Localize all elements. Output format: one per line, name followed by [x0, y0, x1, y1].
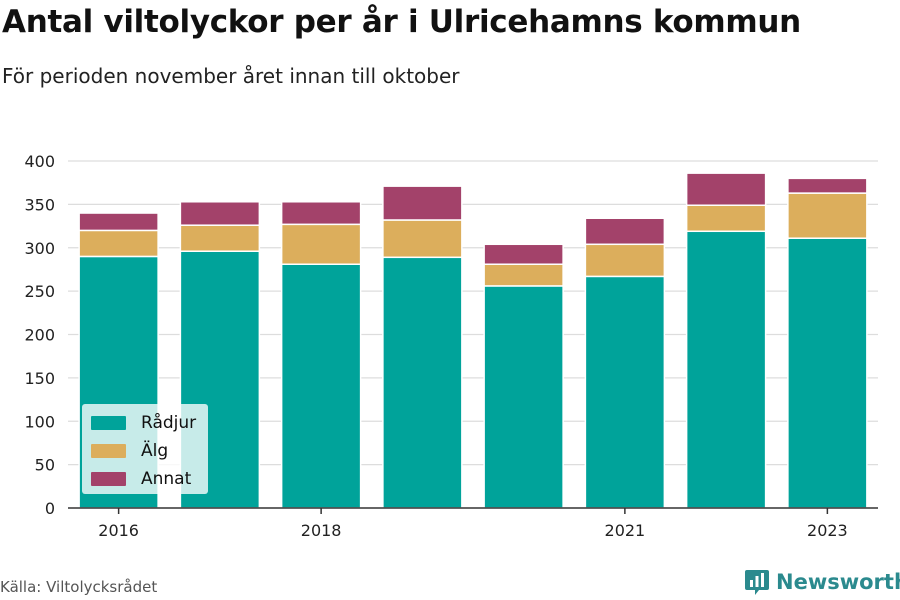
bar-segment-2018-radjur[interactable] — [280, 263, 362, 509]
bar-segment-2020-radjur[interactable] — [483, 285, 564, 509]
bar-segment-2021-alg[interactable] — [584, 243, 666, 278]
bar-segment-2022-alg[interactable] — [685, 204, 767, 233]
brand-logo[interactable]: Newsworthy — [744, 568, 900, 596]
chart-legend: Rådjur Älg Annat — [82, 404, 208, 494]
legend-label-alg: Älg — [141, 441, 169, 461]
bar-segment-2023-radjur[interactable] — [787, 237, 868, 509]
x-tick-label: 2021 — [605, 521, 646, 540]
legend-swatch-radjur — [91, 416, 126, 430]
bar-segment-2022-annat[interactable] — [685, 172, 767, 206]
legend-swatch-alg — [91, 444, 126, 458]
bar-segment-2019-radjur[interactable] — [382, 256, 463, 509]
x-tick-label: 2018 — [301, 521, 342, 540]
bar-segment-2020-annat[interactable] — [483, 243, 564, 265]
x-tick-label: 2023 — [807, 521, 848, 540]
y-tick-label: 150 — [24, 369, 55, 388]
bar-segment-2020-alg[interactable] — [483, 263, 564, 287]
legend-label-radjur: Rådjur — [141, 413, 197, 433]
bar-segment-2017-alg[interactable] — [179, 224, 261, 252]
bar-segment-2016-annat[interactable] — [78, 212, 159, 232]
bar-segment-2021-radjur[interactable] — [584, 275, 666, 509]
y-tick-label: 350 — [24, 195, 55, 214]
bar-segment-2016-alg[interactable] — [78, 229, 159, 258]
y-tick-label: 100 — [24, 412, 55, 431]
newsworthy-logo-icon — [745, 570, 769, 595]
bar-segment-2023-annat[interactable] — [787, 177, 868, 194]
y-tick-label: 0 — [45, 499, 55, 518]
legend-label-annat: Annat — [141, 469, 192, 489]
bar-segment-2021-annat[interactable] — [584, 217, 666, 246]
legend-item-alg[interactable]: Älg — [91, 441, 168, 461]
bar-segment-2019-annat[interactable] — [382, 185, 463, 221]
chart-subtitle: För perioden november året innan till ok… — [2, 64, 460, 88]
y-tick-label: 400 — [24, 152, 55, 171]
legend-item-radjur[interactable]: Rådjur — [91, 413, 196, 433]
brand-name: Newsworthy — [776, 570, 900, 594]
source-note: Källa: Viltolycksrådet — [0, 578, 158, 596]
bar-segment-2022-radjur[interactable] — [685, 230, 767, 509]
bar-segment-2018-annat[interactable] — [280, 201, 362, 226]
bar-segment-2017-annat[interactable] — [179, 201, 261, 226]
y-tick-label: 250 — [24, 282, 55, 301]
y-tick-label: 200 — [24, 326, 55, 345]
bar-segment-2019-alg[interactable] — [382, 219, 463, 259]
x-tick-label: 2016 — [98, 521, 139, 540]
bar-segment-2023-alg[interactable] — [787, 192, 868, 239]
legend-swatch-annat — [91, 472, 126, 486]
y-tick-label: 50 — [35, 456, 55, 475]
bar-segment-2018-alg[interactable] — [280, 223, 362, 265]
legend-item-annat[interactable]: Annat — [91, 469, 191, 489]
chart-title: Antal viltolyckor per år i Ulricehamns k… — [2, 4, 801, 40]
y-tick-label: 300 — [24, 239, 55, 258]
